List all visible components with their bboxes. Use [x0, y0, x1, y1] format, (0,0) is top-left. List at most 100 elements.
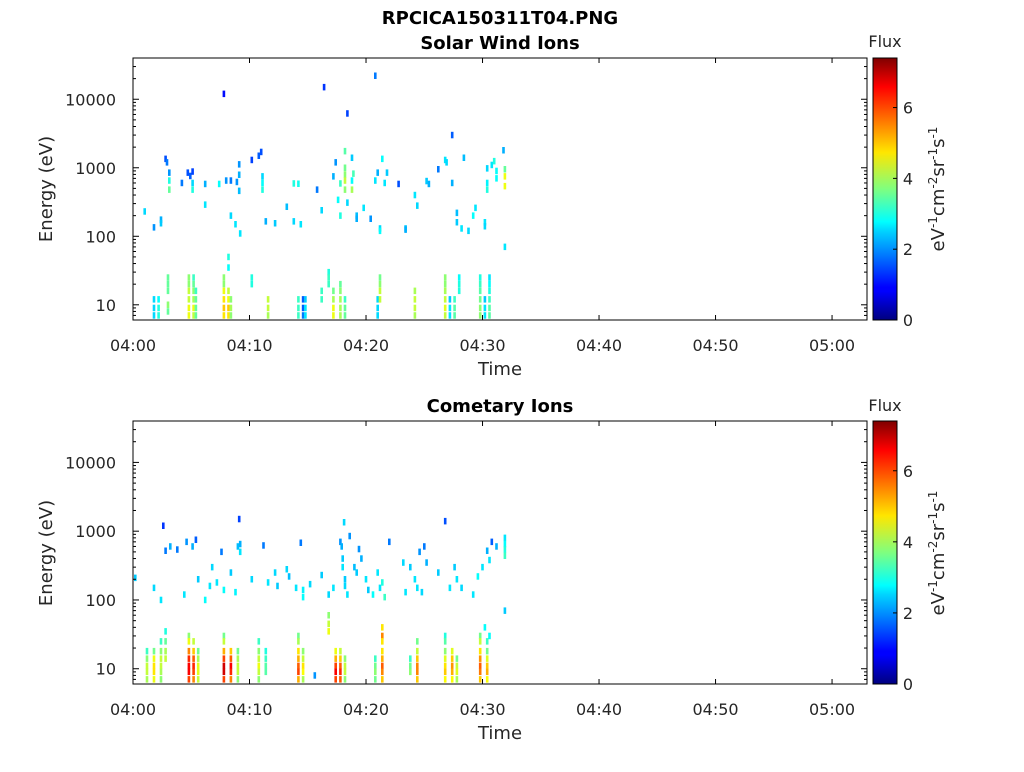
spectrogram-cell: [320, 296, 323, 303]
spectrogram-cell: [478, 668, 482, 676]
spectrogram-cell: [453, 296, 456, 303]
colorbar-ticks: 0 2 4 6: [893, 462, 913, 694]
spectrogram-cell: [222, 632, 226, 640]
spectrogram-cell: [235, 178, 239, 186]
colorbar-tick-label: 6: [903, 99, 913, 118]
y-tick-label: 1000: [75, 159, 116, 178]
plot-frame: [132, 57, 868, 321]
spectrogram-cell: [180, 179, 184, 187]
spectrogram-cell: [210, 563, 214, 571]
spectrogram-cell: [327, 612, 330, 619]
spectrogram-cell: [257, 676, 261, 683]
spectrogram-cell: [339, 304, 342, 312]
spectrogram-cell: [450, 662, 454, 670]
spectrogram-cell: [322, 83, 326, 91]
spectrogram-cell: [159, 647, 163, 655]
spectrogram-cell: [238, 230, 242, 237]
spectrogram-cell: [192, 662, 195, 670]
spectrogram-cell: [416, 655, 419, 662]
colorbar-tick-label: 4: [903, 169, 913, 188]
spectrogram-cell: [189, 172, 192, 180]
spectrogram-cell: [327, 274, 330, 281]
spectrogram-cell: [257, 668, 261, 676]
spectrogram-cell: [203, 201, 207, 208]
spectrogram-cell: [409, 655, 412, 662]
spectrogram-cell: [237, 515, 241, 523]
spectrogram-cell: [339, 662, 342, 670]
y-tick-label: 100: [85, 227, 116, 246]
spectrogram-cell: [157, 312, 160, 319]
spectrogram-cell: [485, 647, 489, 655]
spectrogram-cell: [448, 304, 452, 312]
spectrogram-cell: [478, 647, 482, 655]
spectrogram-cell: [503, 607, 507, 614]
spectrogram-cell: [320, 207, 323, 214]
colorbar-ticks: 0 2 4 6: [893, 99, 913, 330]
colorbar-tick-label: 6: [903, 462, 913, 481]
spectrogram-cell: [488, 632, 491, 640]
spectrogram-cell: [152, 312, 156, 319]
spectrogram-cell: [261, 173, 264, 180]
x-axis-ticks: 04:00 04:10 04:20 04:30 04:40 04:50 05:00: [110, 58, 855, 355]
x-axis-ticks: 04:00 04:10 04:20 04:30 04:40 04:50 05:00: [110, 421, 855, 719]
spectrogram-cell: [159, 662, 163, 670]
spectrogram-cell: [327, 268, 330, 276]
spectrogram-cell: [187, 662, 191, 670]
spectrogram-cell: [301, 662, 305, 670]
spectrogram-cell: [297, 304, 300, 312]
spectrogram-cell: [297, 632, 300, 640]
spectrogram-cell: [194, 312, 198, 319]
spectrogram-cell: [488, 274, 491, 281]
spectrogram-cell: [297, 180, 300, 187]
spectrogram-cell: [357, 545, 361, 553]
spectrogram-cell: [353, 563, 356, 571]
spectrogram-cell: [483, 296, 487, 303]
spectrogram-cell: [478, 287, 482, 295]
spectrogram-cell: [229, 647, 233, 655]
spectrogram-cell: [485, 662, 489, 670]
spectrogram-cell: [378, 296, 382, 303]
spectrogram-cell: [352, 170, 355, 177]
x-tick-label: 04:10: [226, 700, 272, 719]
spectrogram-cell: [416, 662, 419, 670]
spectrogram-cell: [159, 220, 163, 227]
spectrogram-cell: [495, 175, 498, 182]
spectrogram-cell: [455, 576, 459, 583]
spectrogram-cell: [483, 624, 487, 631]
spectrogram-cell: [443, 662, 447, 670]
spectrogram-cell: [262, 542, 265, 549]
spectrogram-cell: [166, 308, 170, 315]
spectrogram-cell: [376, 312, 379, 319]
x-tick-label: 04:20: [343, 336, 389, 355]
spectrogram-cell: [381, 155, 384, 163]
spectrogram-cell: [222, 586, 226, 594]
spectrogram-cell: [187, 638, 191, 645]
spectrogram-cell: [194, 536, 198, 543]
y-tick-label: 10000: [65, 453, 116, 472]
spectrogram-cell: [350, 186, 354, 193]
spectrogram-cell: [369, 215, 372, 222]
colorbar-tick-label: 4: [903, 533, 913, 552]
spectrogram-cell: [362, 204, 365, 212]
spectrogram-cell: [187, 668, 191, 676]
colorbar-units: eV-1cm-2sr-1s-1: [926, 127, 949, 252]
spectrogram-cell: [143, 208, 146, 215]
spectrogram-cell: [409, 662, 412, 670]
spectrogram-cell: [478, 638, 482, 645]
spectrogram-cell: [374, 676, 377, 683]
spectrogram-cell: [341, 555, 344, 562]
spectrogram-cell: [343, 662, 347, 670]
spectrogram-cell: [292, 218, 296, 225]
spectrogram-cell: [471, 212, 475, 219]
spectrogram-cell: [192, 274, 195, 281]
spectrogram-cell: [481, 563, 484, 571]
spectrogram-cell: [340, 543, 343, 550]
spectrogram-cell: [450, 655, 454, 662]
spectrogram-cell: [229, 296, 233, 303]
spectrogram-cell: [152, 655, 156, 662]
spectrogram-cell: [495, 167, 498, 175]
spectrogram-cell: [355, 215, 358, 222]
spectrogram-cell: [332, 296, 335, 303]
spectrogram-cell: [443, 517, 447, 525]
spectrogram-cell: [164, 655, 167, 662]
